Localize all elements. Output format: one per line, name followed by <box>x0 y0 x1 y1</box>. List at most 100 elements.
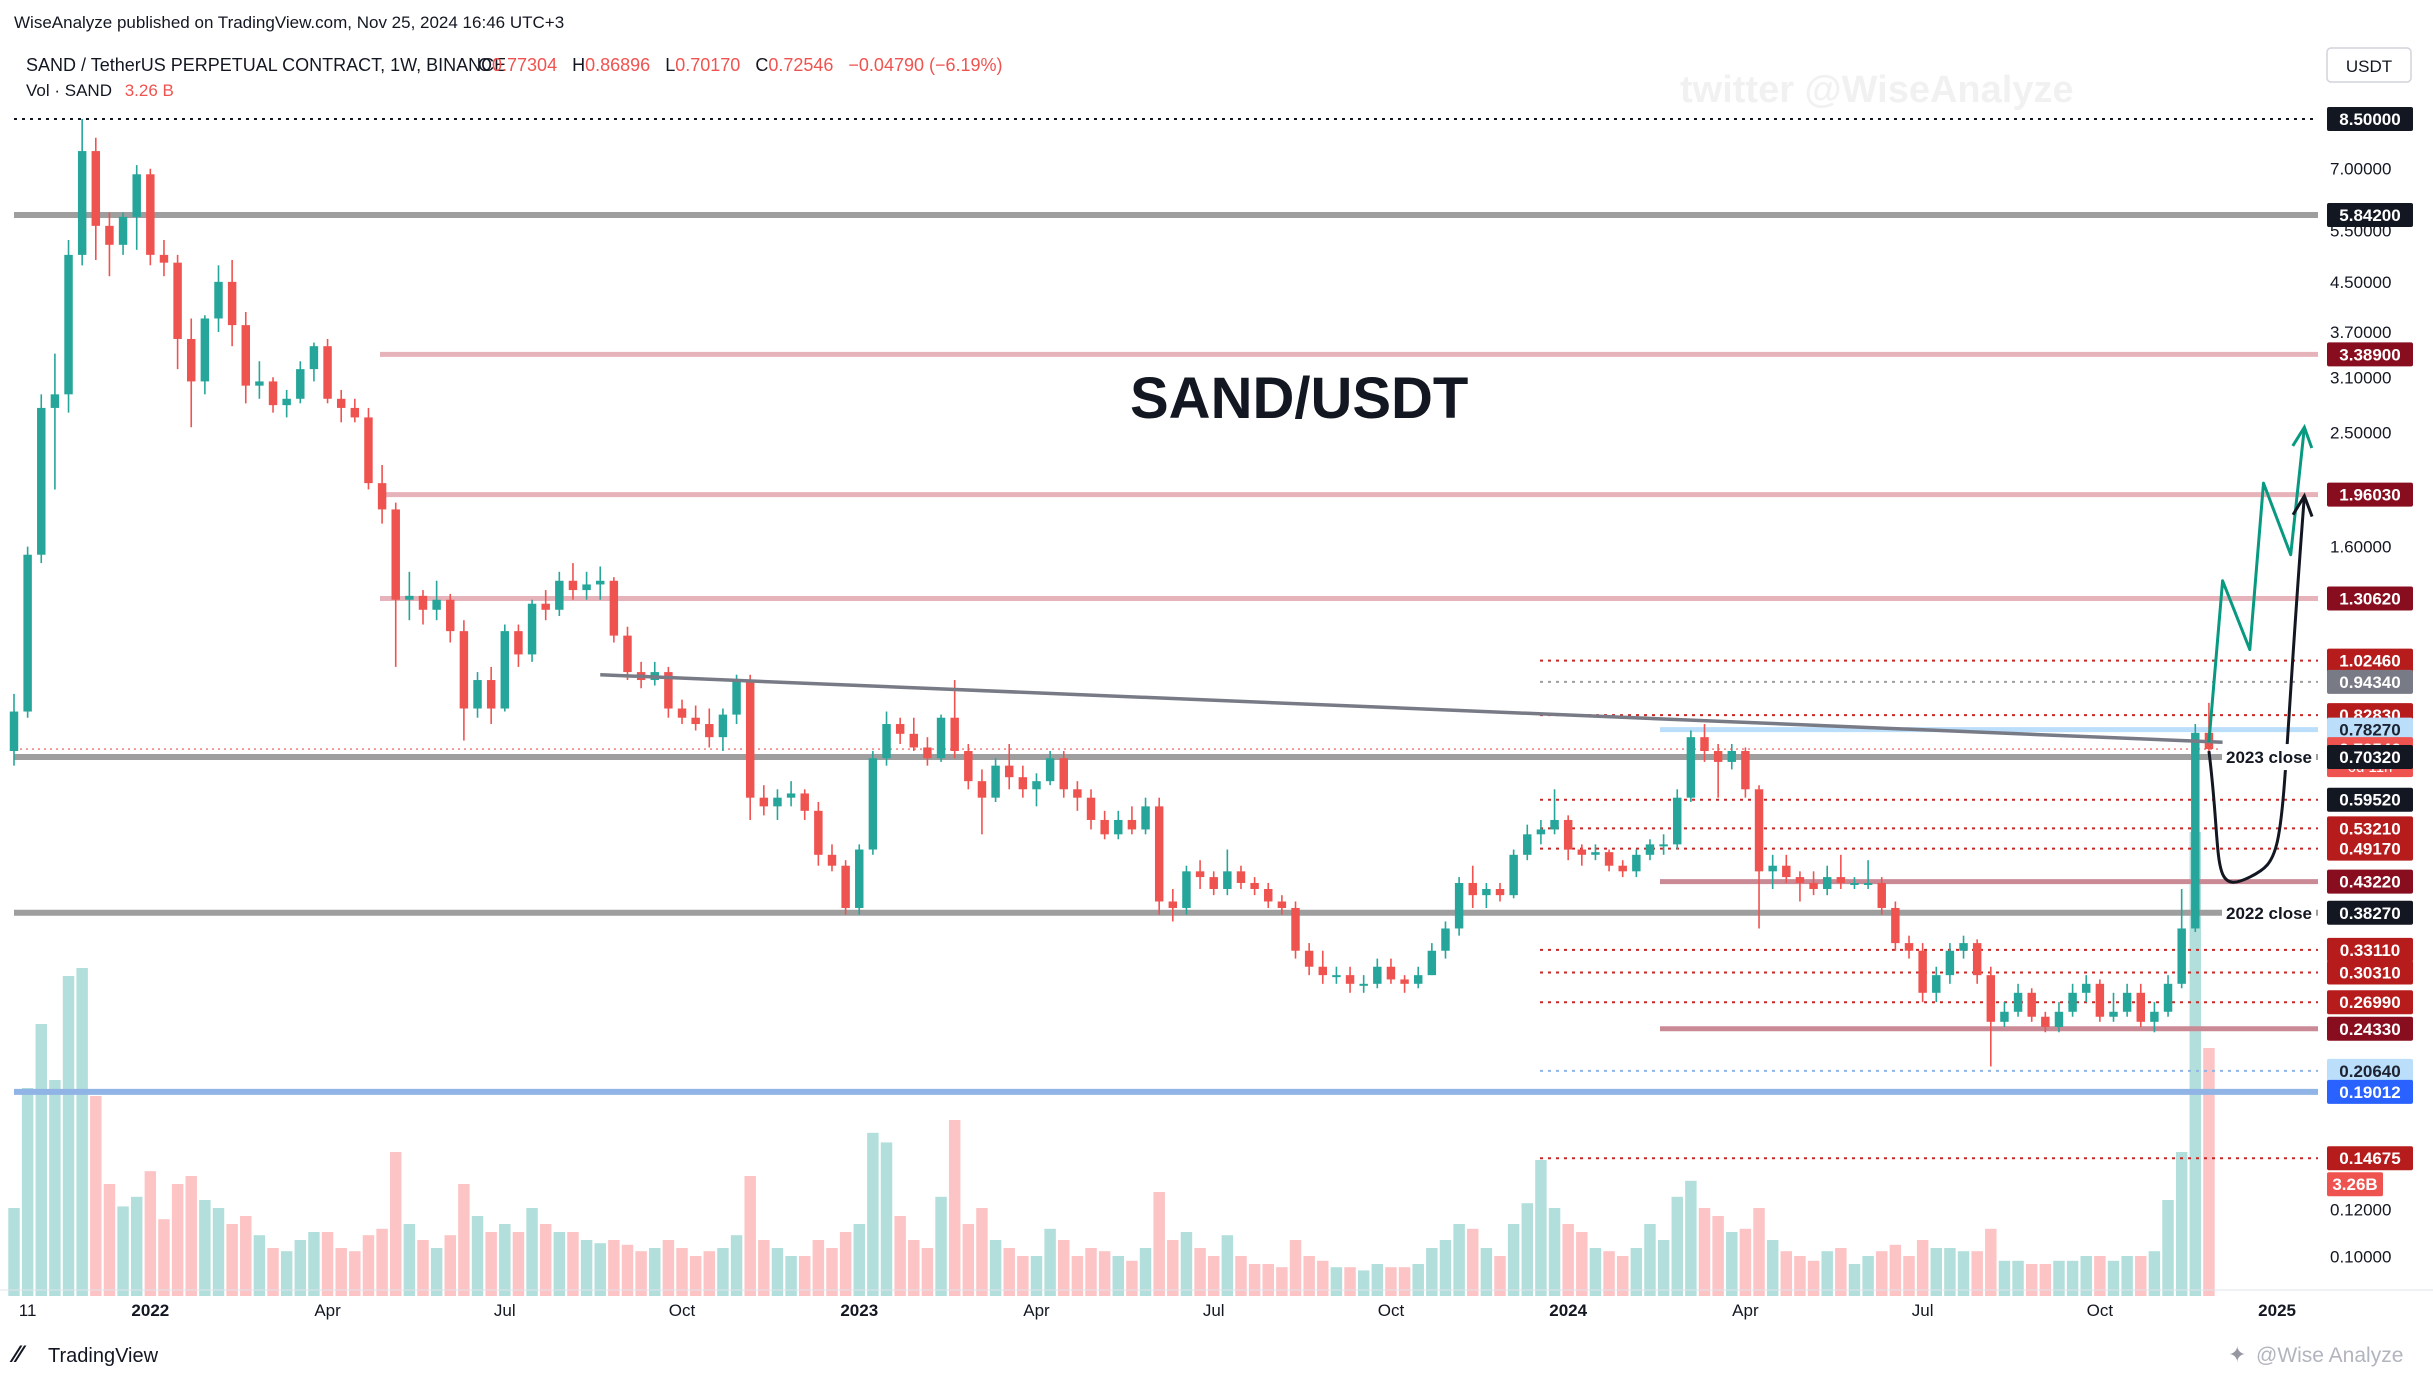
candle-body <box>1209 877 1218 889</box>
volume-bar <box>1630 1248 1643 1296</box>
volume-bar <box>812 1240 825 1296</box>
candle-body <box>118 216 128 245</box>
volume-bar <box>1357 1270 1370 1296</box>
candle-body <box>405 595 414 600</box>
volume-bar <box>1835 1248 1847 1296</box>
volume-bar <box>2094 1256 2106 1296</box>
volume-bar <box>730 1235 743 1296</box>
candle-body <box>977 781 987 798</box>
candle-body <box>2150 1011 2159 1022</box>
candle-body <box>1604 852 1614 866</box>
volume-bar <box>1930 1248 1942 1296</box>
legend-change: −0.04790 (−6.19%) <box>848 55 1002 75</box>
candle-body <box>1086 797 1096 820</box>
volume-bar <box>1303 1256 1315 1296</box>
volume-bar <box>8 1208 20 1296</box>
price-badge <box>2327 1079 2413 1104</box>
volume-bar <box>240 1216 252 1296</box>
price-badge-label: 3.38900 <box>2339 345 2400 364</box>
legend-symbol[interactable]: SAND / TetherUS PERPETUAL CONTRACT, 1W, … <box>26 55 506 75</box>
volume-bar <box>1780 1251 1793 1296</box>
candle-body <box>1454 882 1464 929</box>
volume-bar <box>76 968 88 1296</box>
legend-low-label: L <box>665 55 675 75</box>
volume-bar <box>1712 1216 1724 1296</box>
volume-bar <box>335 1248 347 1296</box>
candle-body <box>2027 992 2036 1017</box>
volume-bar <box>526 1208 538 1296</box>
candle-body <box>296 369 305 399</box>
price-badge <box>2327 937 2413 962</box>
candle-body <box>1686 737 1696 798</box>
volume-bar <box>1139 1248 1152 1296</box>
legend-high-value: 0.86896 <box>585 55 650 75</box>
volume-bar <box>2121 1256 2133 1296</box>
candle-body <box>827 854 837 866</box>
candle-body <box>1904 943 1914 951</box>
currency-button[interactable]: USDT <box>2326 47 2412 83</box>
volume-bar <box>1657 1240 1670 1296</box>
candle-body <box>923 747 932 759</box>
candle-body <box>1673 797 1682 845</box>
volume-bar <box>1507 1224 1520 1296</box>
volume-bar <box>267 1248 279 1296</box>
volume-layer <box>8 832 2215 1296</box>
candle-body <box>173 262 182 339</box>
volume-bar <box>185 1176 197 1296</box>
footer-watermark-icon: ✦ <box>2228 1342 2246 1367</box>
y-tick-label: 0.12000 <box>2330 1201 2391 1220</box>
candle-body <box>1891 907 1900 944</box>
price-badge <box>2327 816 2413 841</box>
candle-body <box>855 849 864 908</box>
candle-body <box>1945 950 1955 976</box>
candle-body <box>2068 992 2077 1012</box>
candle-body <box>1004 765 1014 778</box>
candle-body <box>773 797 782 807</box>
volume-bar <box>130 1196 143 1296</box>
price-badge-label: 0.59520 <box>2339 791 2400 810</box>
candle-body <box>1236 871 1246 883</box>
candle-body <box>1850 882 1859 885</box>
candle-body <box>1932 975 1941 993</box>
candle-body <box>1045 758 1055 782</box>
candle-body <box>1727 751 1737 762</box>
volume-bar <box>2039 1264 2052 1296</box>
legend-volume-label: Vol · SAND <box>26 81 112 100</box>
volume-bar <box>1794 1256 1806 1296</box>
candle-body <box>1645 844 1655 855</box>
price-badge <box>2327 482 2413 507</box>
volume-bar <box>171 1184 184 1296</box>
candle-body <box>841 865 850 908</box>
candle-body <box>1822 877 1832 889</box>
volume-bar <box>458 1184 470 1296</box>
volume-bar <box>635 1251 647 1296</box>
volume-bar <box>1167 1240 1179 1296</box>
candle-body <box>2122 992 2132 1012</box>
candle-body <box>1863 882 1873 885</box>
volume-bar <box>103 1184 116 1296</box>
price-badge-label: 0.38270 <box>2339 904 2400 923</box>
x-tick-label: Apr <box>1732 1301 1759 1320</box>
projection-black <box>2207 495 2306 884</box>
volume-bar <box>744 1176 756 1296</box>
x-tick-label: Jul <box>494 1301 516 1320</box>
legend-volume[interactable]: Vol · SAND 3.26 B <box>26 81 174 100</box>
price-badge-label: 5.84200 <box>2339 206 2400 225</box>
candle-body <box>1563 819 1573 850</box>
price-badge <box>2327 745 2413 770</box>
volume-bar <box>2203 1048 2215 1296</box>
volume-bar <box>1426 1248 1438 1296</box>
volume-bar <box>880 1142 893 1296</box>
candle-body <box>2163 983 2173 1012</box>
candle-body <box>1700 737 1709 752</box>
volume-bar <box>321 1232 334 1296</box>
candle-body <box>1413 975 1423 984</box>
candle-body <box>541 603 550 610</box>
volume-bar <box>1862 1256 1874 1296</box>
volume-bar <box>567 1232 579 1296</box>
candle-body <box>1032 781 1041 790</box>
candle-body <box>1073 789 1082 798</box>
volume-bar <box>621 1244 634 1296</box>
volume-bar <box>1207 1256 1220 1296</box>
